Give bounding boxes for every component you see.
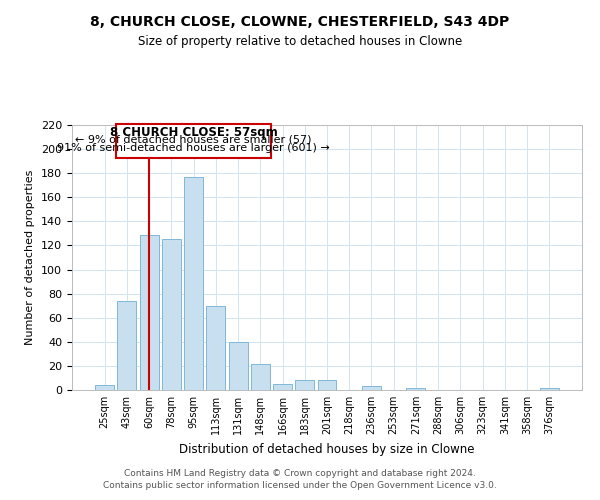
Bar [406, 388, 425, 390]
Text: 91% of semi-detached houses are larger (601) →: 91% of semi-detached houses are larger (… [57, 143, 330, 153]
Bar [184, 177, 203, 390]
Bar [162, 240, 181, 390]
Y-axis label: Number of detached properties: Number of detached properties [25, 170, 35, 345]
Bar [206, 306, 225, 390]
Bar [140, 234, 158, 390]
X-axis label: Distribution of detached houses by size in Clowne: Distribution of detached houses by size … [179, 442, 475, 456]
Text: Contains public sector information licensed under the Open Government Licence v3: Contains public sector information licen… [103, 481, 497, 490]
Bar [540, 388, 559, 390]
Bar [362, 386, 381, 390]
Bar [251, 364, 270, 390]
Text: Size of property relative to detached houses in Clowne: Size of property relative to detached ho… [138, 35, 462, 48]
Bar [95, 385, 114, 390]
Text: 8, CHURCH CLOSE, CLOWNE, CHESTERFIELD, S43 4DP: 8, CHURCH CLOSE, CLOWNE, CHESTERFIELD, S… [91, 15, 509, 29]
Bar [273, 384, 292, 390]
Bar [317, 380, 337, 390]
FancyBboxPatch shape [116, 124, 271, 158]
Text: Contains HM Land Registry data © Crown copyright and database right 2024.: Contains HM Land Registry data © Crown c… [124, 468, 476, 477]
Text: 8 CHURCH CLOSE: 57sqm: 8 CHURCH CLOSE: 57sqm [110, 126, 277, 139]
Text: ← 9% of detached houses are smaller (57): ← 9% of detached houses are smaller (57) [76, 134, 312, 144]
Bar [229, 342, 248, 390]
Bar [118, 301, 136, 390]
Bar [295, 380, 314, 390]
